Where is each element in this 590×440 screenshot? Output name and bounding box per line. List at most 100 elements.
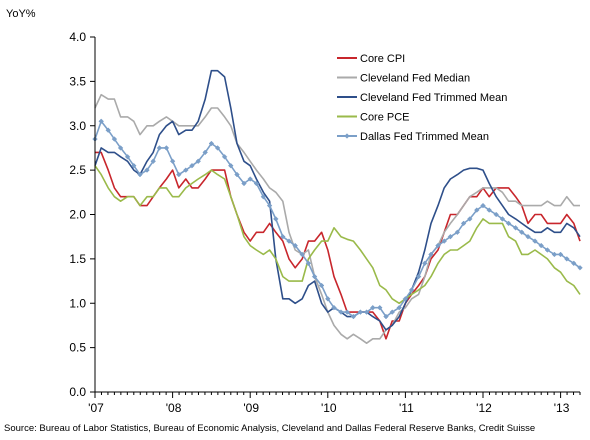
data-point [214, 145, 221, 151]
data-point [435, 242, 441, 249]
x-axis-ticks: '07 '08 '09 '10 '11 '12 '13 [88, 392, 581, 415]
data-point [363, 309, 370, 315]
data-point [428, 251, 434, 258]
data-point [396, 304, 402, 311]
data-point [370, 304, 376, 311]
data-point [564, 256, 570, 262]
data-point [273, 216, 279, 222]
data-point [577, 264, 583, 271]
data-point [460, 220, 467, 227]
y-axis-label: YoY% [6, 8, 36, 20]
x-tick-label: '07 [88, 401, 104, 415]
series-line-dallas-fed-trimmed-mean [94, 120, 581, 318]
data-point [266, 202, 273, 209]
legend-label: Dallas Fed Trimmed Mean [360, 131, 489, 143]
data-point [467, 216, 473, 222]
data-point [228, 162, 234, 169]
data-point [117, 145, 124, 151]
data-point [247, 176, 253, 182]
data-point [189, 162, 195, 169]
data-point [350, 313, 357, 320]
x-tick-label: '12 [476, 401, 492, 415]
data-point [253, 180, 260, 187]
data-point [486, 207, 492, 213]
data-point [156, 145, 163, 151]
series-core-cpi [95, 151, 581, 340]
x-tick-label: '09 [243, 401, 259, 415]
y-tick-label: 0.0 [69, 385, 86, 399]
series-dallas-fed-trimmed-mean [92, 118, 583, 320]
legend-item-dallas-fed-trimmed-mean: Dallas Fed Trimmed Mean [337, 131, 489, 143]
data-point [144, 167, 150, 173]
series-line-core-cpi [95, 151, 581, 340]
data-point [512, 225, 519, 231]
data-point [408, 287, 415, 293]
data-point [331, 304, 337, 311]
source-note: Source: Bureau of Labor Statistics, Bure… [4, 423, 536, 434]
y-tick-label: 3.5 [69, 74, 86, 88]
legend-item-core-pce: Core PCE [337, 112, 410, 124]
legend-label: Core PCE [360, 112, 410, 124]
legend-label: Cleveland Fed Trimmed Mean [360, 92, 507, 104]
x-tick-label: '13 [554, 401, 570, 415]
data-point [202, 149, 208, 156]
data-point [499, 216, 506, 222]
data-point [415, 273, 422, 280]
data-point [505, 220, 512, 227]
data-point [357, 309, 364, 315]
data-point [124, 154, 131, 160]
y-tick-label: 2.5 [69, 163, 86, 177]
data-point [221, 154, 228, 160]
data-point [260, 193, 267, 200]
data-point [169, 158, 176, 165]
x-tick-label: '11 [399, 401, 414, 415]
y-axis-ticks: 0.0 0.5 1.0 1.5 2.0 2.5 3.0 3.5 4.0 [69, 30, 95, 399]
y-tick-label: 0.5 [69, 341, 86, 355]
data-point [98, 118, 104, 125]
x-tick-label: '10 [321, 401, 337, 415]
data-point [163, 145, 170, 151]
data-point [150, 158, 156, 165]
data-point [422, 260, 428, 267]
data-point [111, 136, 118, 142]
data-point [551, 251, 558, 258]
data-point [318, 282, 325, 289]
series-cleveland-fed-median [94, 93, 580, 344]
data-point [234, 171, 240, 178]
y-tick-label: 2.0 [69, 208, 86, 222]
data-point [402, 296, 409, 302]
data-point [292, 242, 298, 249]
y-tick-label: 1.0 [69, 296, 86, 310]
data-point [474, 207, 480, 213]
data-point [383, 313, 389, 320]
data-point [532, 238, 538, 244]
series-line-core-pce [94, 165, 581, 305]
data-point [131, 162, 137, 169]
legend: Core CPI Cleveland Fed Median Cleveland Fe… [337, 53, 507, 143]
y-tick-label: 4.0 [69, 30, 86, 44]
data-point [389, 309, 395, 315]
data-point [544, 247, 551, 253]
data-point [480, 202, 486, 209]
legend-item-cleveland-fed-median: Cleveland Fed Median [337, 73, 470, 85]
data-point [176, 171, 182, 178]
data-point [280, 233, 286, 240]
series-line-cleveland-fed-median [94, 93, 580, 344]
data-point [454, 229, 461, 236]
data-point [183, 167, 189, 173]
data-point [377, 304, 383, 311]
data-point [325, 296, 331, 302]
data-point [525, 233, 531, 240]
legend-label: Core CPI [360, 53, 405, 65]
data-point [493, 211, 499, 218]
legend-item-core-cpi: Core CPI [337, 53, 405, 65]
legend-label: Cleveland Fed Median [360, 73, 470, 85]
data-point [241, 180, 247, 187]
y-tick-label: 3.0 [69, 119, 86, 133]
data-point [447, 233, 454, 240]
data-point [311, 273, 318, 280]
data-point [538, 242, 544, 249]
data-point [571, 260, 577, 267]
data-point [137, 171, 143, 178]
